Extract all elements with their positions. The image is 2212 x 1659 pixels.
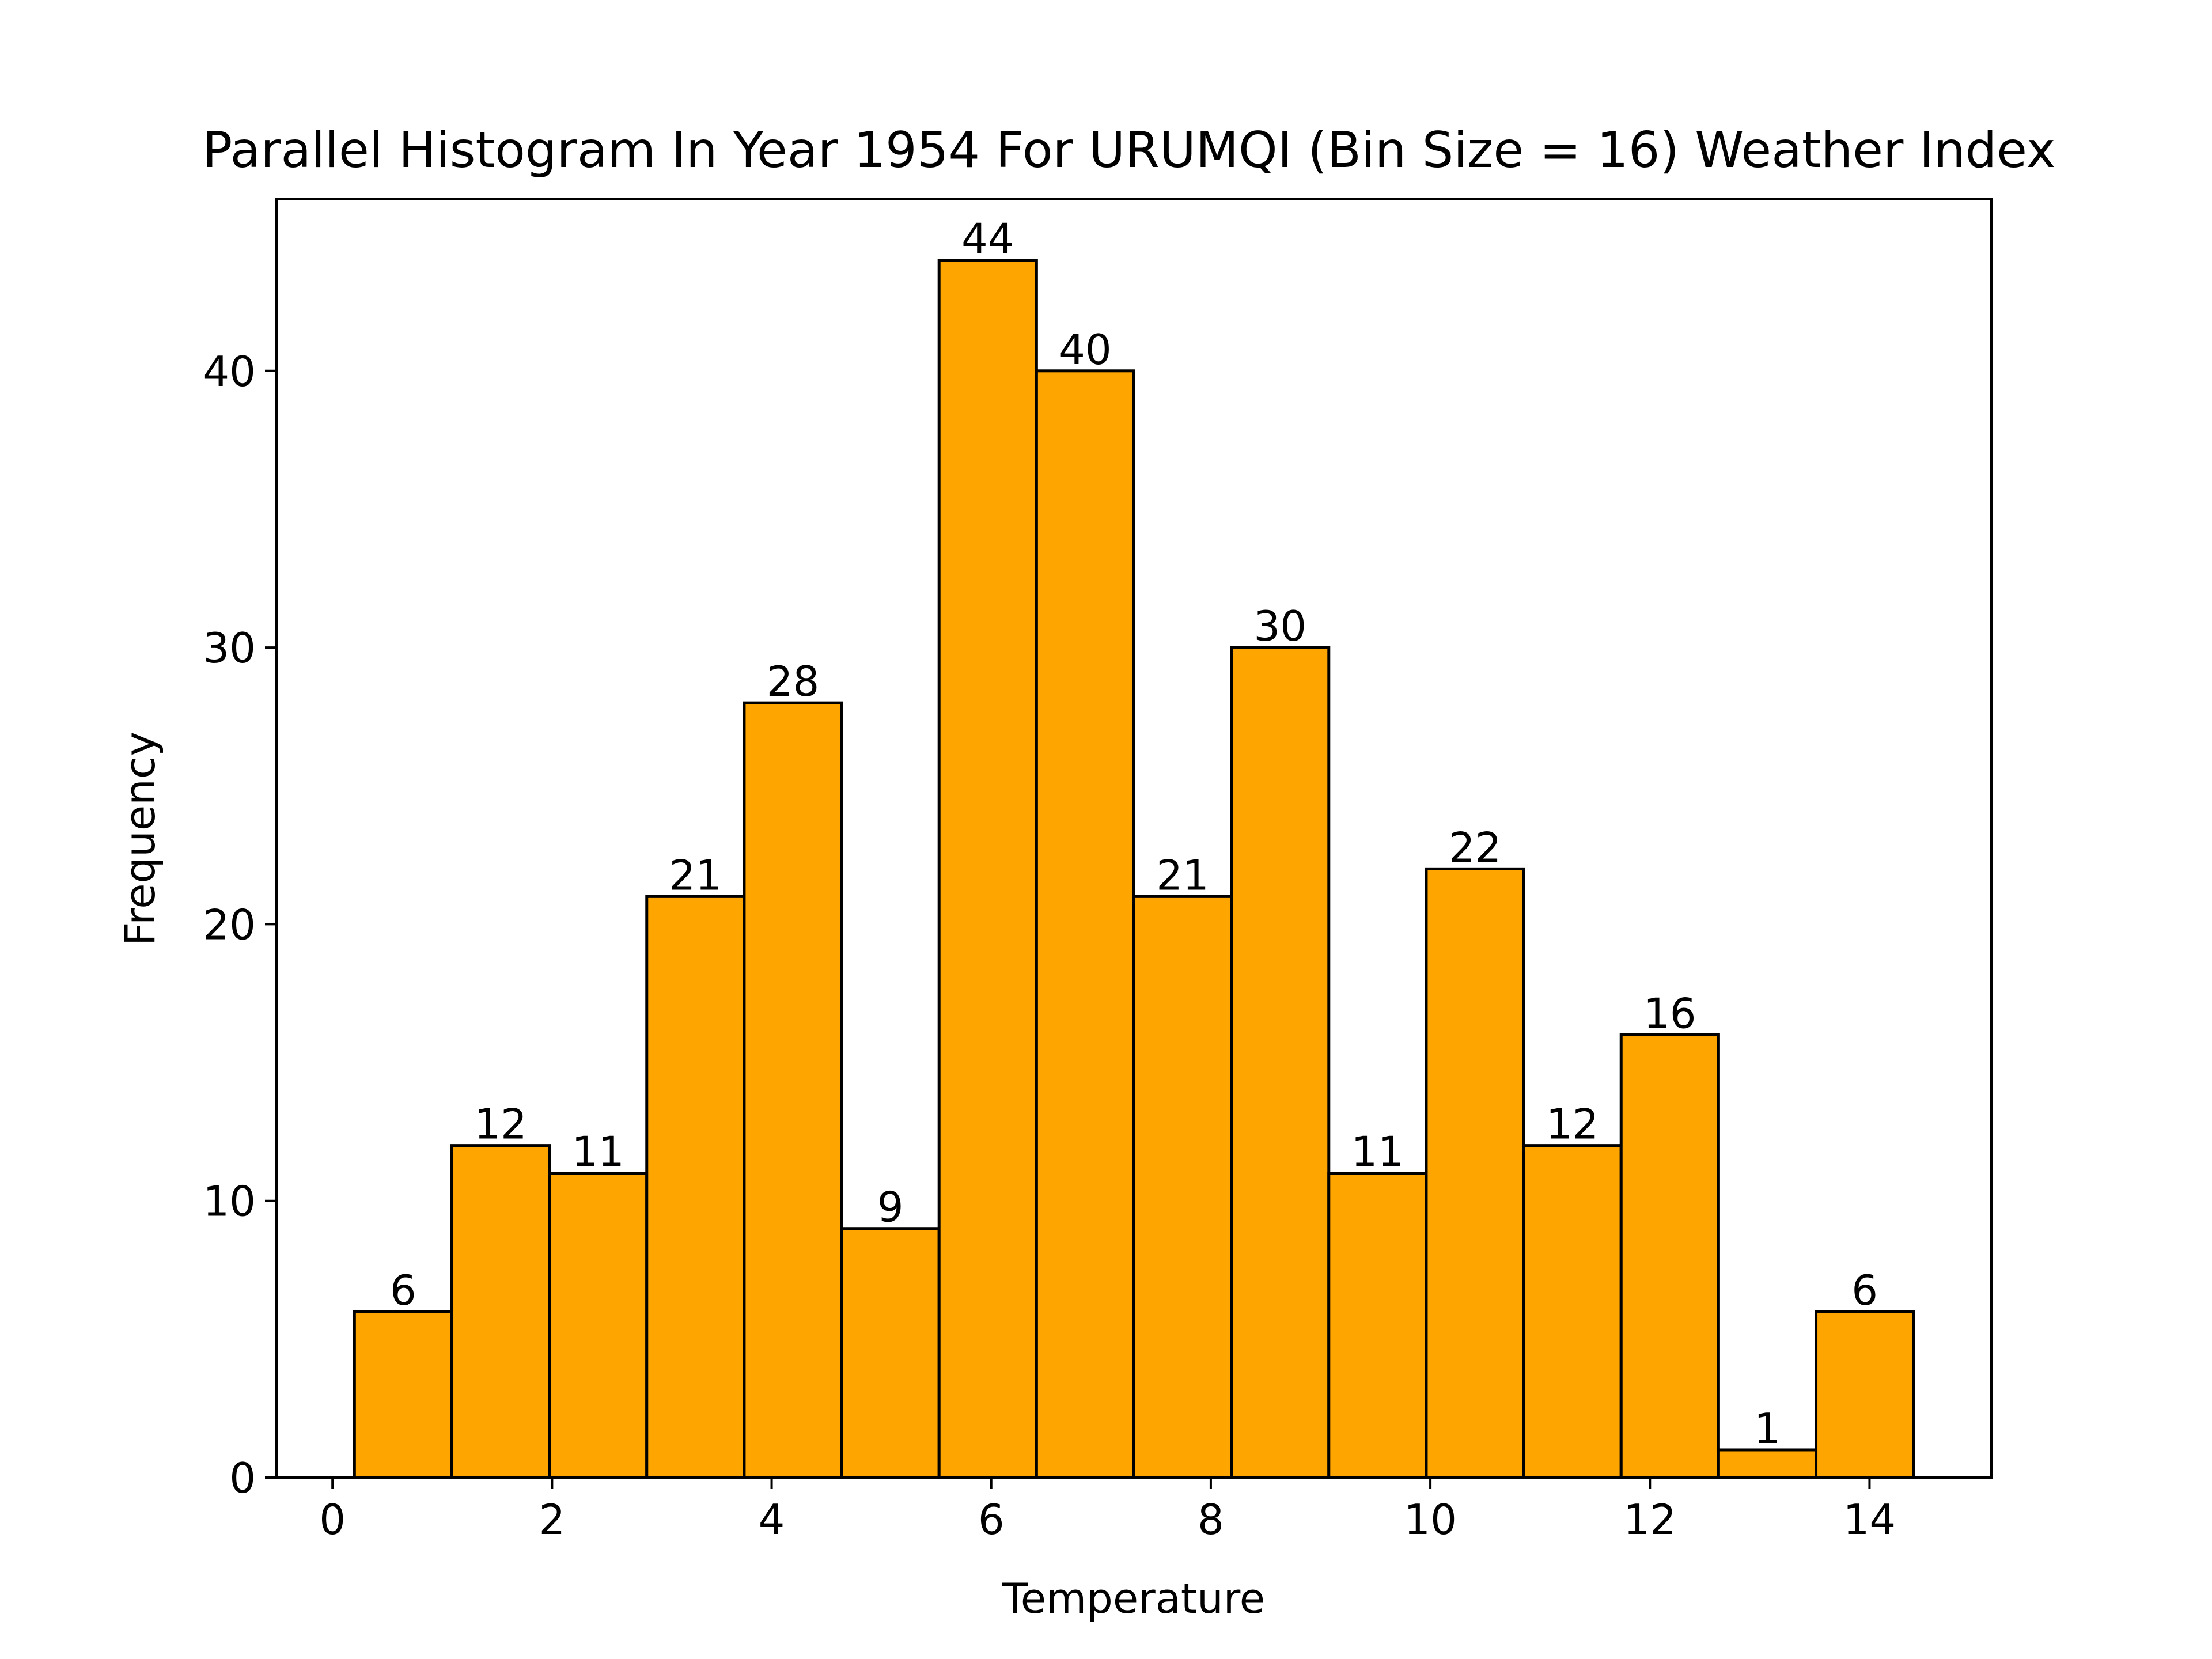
bar-value-label: 44 (961, 215, 1014, 263)
bar-value-label: 6 (390, 1266, 416, 1315)
bar-value-label: 22 (1449, 823, 1502, 872)
plot-area-frame (275, 198, 1993, 1479)
histogram-bar (1132, 895, 1233, 1479)
x-axis-label: Temperature (1002, 1574, 1265, 1623)
x-tick-label: 2 (539, 1495, 565, 1544)
chart-title: Parallel Histogram In Year 1954 For URUM… (203, 122, 2056, 179)
y-ticks-group: 0 10 20 30 40 (203, 347, 276, 1502)
x-tick-label: 6 (978, 1495, 1005, 1544)
bar-value-label: 16 (1643, 990, 1696, 1038)
bar-value-label: 21 (669, 851, 722, 899)
histogram-bar (1035, 369, 1136, 1479)
bar-value-label: 40 (1059, 325, 1112, 374)
bar-value-label: 6 (1851, 1266, 1878, 1315)
histogram-bar (1230, 646, 1331, 1479)
histogram-bar (1522, 1144, 1623, 1479)
x-tick-label: 10 (1404, 1495, 1457, 1544)
bar-value-label: 9 (877, 1183, 904, 1232)
y-tick-label: 20 (203, 900, 256, 949)
bar-value-label: 30 (1253, 602, 1306, 650)
x-tick-label: 0 (319, 1495, 346, 1544)
histogram-bar (353, 1310, 453, 1479)
histogram-bar (937, 259, 1038, 1479)
x-tick-label: 14 (1843, 1495, 1896, 1544)
bar-value-label: 21 (1156, 851, 1209, 899)
histogram-bar (1619, 1033, 1720, 1479)
histogram-bar (548, 1172, 649, 1479)
bar-value-label: 12 (1546, 1100, 1599, 1149)
y-axis-label: Frequency (116, 732, 164, 946)
x-tick-label: 12 (1623, 1495, 1676, 1544)
bar-value-label: 28 (767, 657, 820, 706)
x-tick-label: 4 (759, 1495, 785, 1544)
y-tick-label: 0 (229, 1454, 256, 1502)
histogram-bar (1327, 1172, 1428, 1479)
y-tick-label: 30 (203, 624, 256, 672)
histogram-bar (743, 701, 843, 1479)
histogram-bar (450, 1144, 551, 1479)
bar-value-label: 11 (1351, 1128, 1404, 1176)
y-tick-label: 10 (203, 1177, 256, 1226)
bar-value-label: 11 (571, 1128, 624, 1176)
bars-group (353, 259, 1915, 1479)
histogram-bar (840, 1227, 941, 1479)
histogram-bar (1815, 1310, 1915, 1479)
x-ticks-group: 0 2 4 6 8 10 12 14 (319, 1478, 1896, 1544)
histogram-bar (645, 895, 746, 1479)
bar-value-label: 1 (1754, 1404, 1781, 1453)
bar-value-label: 12 (474, 1100, 527, 1149)
histogram-bar (1717, 1448, 1818, 1479)
y-tick-label: 40 (203, 347, 256, 396)
histogram-bar (1425, 867, 1525, 1479)
x-tick-label: 8 (1198, 1495, 1224, 1544)
